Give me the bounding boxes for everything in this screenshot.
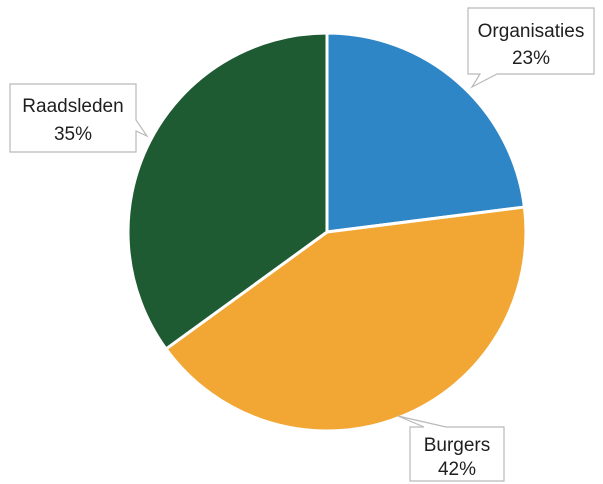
pie-slices: [126, 31, 528, 433]
callout-burgers: Burgers 42%: [397, 415, 505, 482]
pie-slice-raadsleden: [126, 31, 329, 351]
slice-value-organisaties: 23%: [512, 48, 550, 69]
slice-label-raadsleden: Raadsleden: [22, 96, 123, 117]
slice-value-raadsleden: 35%: [54, 124, 92, 145]
slice-value-burgers: 42%: [438, 459, 476, 480]
slice-label-organisaties: Organisaties: [478, 21, 585, 42]
callout-organisaties: Organisaties 23%: [467, 7, 595, 89]
callout-raadsleden-box: [9, 83, 149, 153]
slice-label-burgers: Burgers: [424, 435, 491, 456]
callout-organisaties-box: [467, 7, 595, 89]
pie-slice-organisaties: [325, 31, 526, 234]
callout-burgers-box: [397, 415, 505, 482]
callout-raadsleden: Raadsleden 35%: [9, 83, 149, 153]
